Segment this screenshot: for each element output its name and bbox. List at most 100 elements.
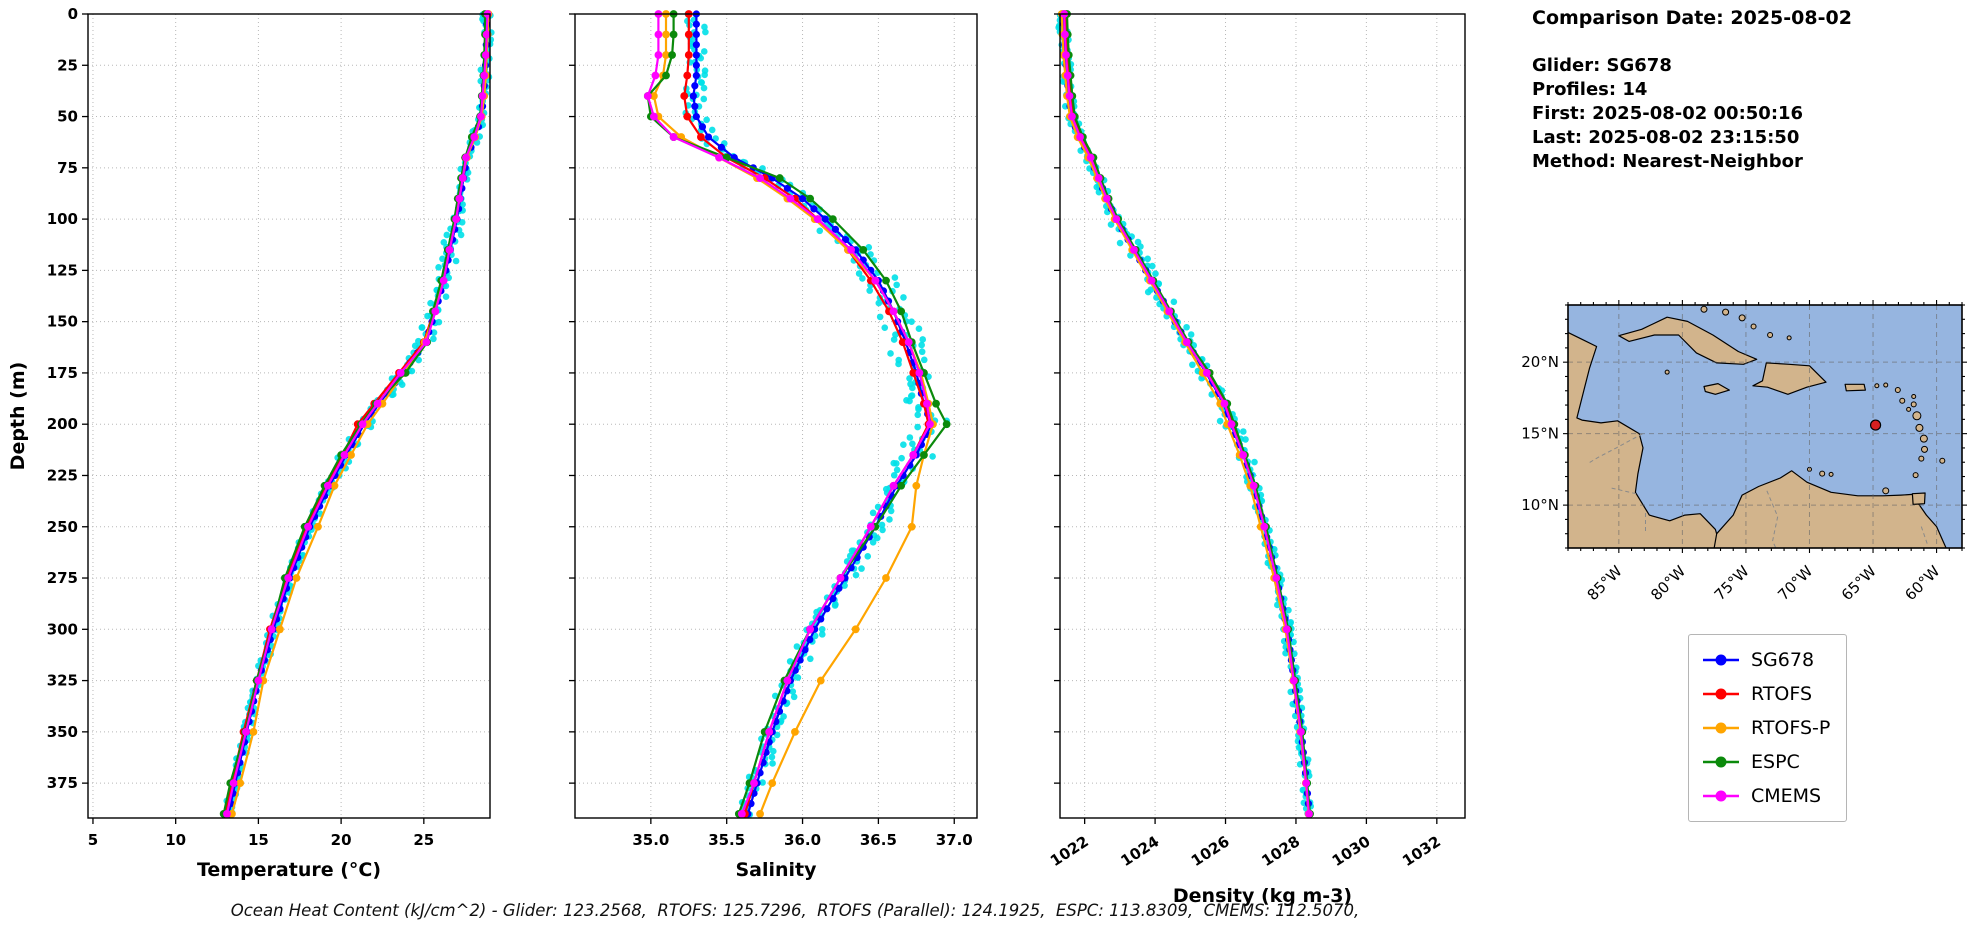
map-lon-label: 85°W [1584, 562, 1626, 604]
map-lat-label: 15°N [1521, 425, 1559, 443]
island [1750, 323, 1757, 330]
map-content [1568, 305, 1962, 548]
ytick-label: 350 [47, 723, 78, 741]
observation-scatter [682, 10, 951, 818]
series-RTOFS [1061, 10, 1314, 818]
xtick-label: 1032 [1399, 832, 1444, 870]
xtick-label: 25 [413, 831, 434, 849]
island [1874, 383, 1880, 389]
ytick-label: 0 [68, 5, 78, 23]
island [1912, 411, 1922, 421]
island [1906, 406, 1912, 412]
xtick-label: 1026 [1188, 832, 1233, 870]
legend-entry-rtofs-p: RTOFS-P [1701, 711, 1830, 745]
island [1767, 332, 1774, 339]
ytick-label: 25 [57, 56, 78, 74]
map-lon-label: 65°W [1838, 562, 1880, 604]
island [1911, 393, 1917, 399]
ytick-label: 125 [47, 261, 78, 279]
land-puerto-rico [1844, 383, 1867, 392]
island [1921, 445, 1929, 453]
series-ESPC [1063, 10, 1314, 818]
map-lon-label: 60°W [1901, 562, 1943, 604]
island [1819, 470, 1826, 477]
legend-label: RTOFS-P [1751, 717, 1831, 739]
country-border [1920, 526, 1929, 546]
xtick-label: 20 [331, 831, 352, 849]
island [1899, 397, 1906, 404]
series-RTOFS [680, 10, 933, 818]
map-inset: 20°N 15°N 10°N 85°W 80°W 75°W 70°W 65°W 60°W [1521, 300, 1967, 604]
ytick-label: 250 [47, 518, 78, 536]
map-lat-label: 20°N [1521, 353, 1559, 371]
legend-entry-sg678: SG678 [1701, 643, 1830, 677]
series-CMEMS [643, 10, 934, 818]
legend-entry-espc: ESPC [1701, 745, 1830, 779]
y-axis-label: Depth (m) [7, 362, 29, 471]
ytick-label: 325 [47, 672, 78, 690]
land-jamaica [1703, 383, 1731, 395]
island [1722, 308, 1730, 316]
land-south-america [1713, 470, 1947, 548]
legend-marker-icon [1703, 790, 1739, 802]
legend-entry-rtofs: RTOFS [1701, 677, 1830, 711]
series-SG678 [1059, 10, 1313, 818]
legend-marker-icon [1703, 688, 1739, 700]
map-lon-label: 75°W [1711, 562, 1753, 604]
x-axis-label: Temperature (°C) [197, 859, 381, 881]
xtick-label: 15 [248, 831, 269, 849]
glider-position-marker [1869, 419, 1882, 431]
map-lon-label: 80°W [1647, 562, 1689, 604]
ytick-label: 150 [47, 313, 78, 331]
series-SG678 [225, 10, 491, 818]
country-border [1611, 487, 1637, 495]
xtick-label: 1030 [1329, 832, 1374, 870]
series-RTOFS-P [228, 10, 493, 818]
density-profile-chart: 1022 1024 1026 1028 1030 1032 Density (kg m-3) [1047, 9, 1466, 907]
observation-scatter [1055, 9, 1315, 819]
ytick-label: 75 [57, 159, 78, 177]
comparison-date: Comparison Date: 2025-08-02 [1532, 7, 1852, 29]
series-CMEMS [1060, 10, 1313, 818]
grid [1060, 13, 1465, 818]
grid [88, 13, 490, 818]
xtick-label: 36.5 [860, 831, 897, 849]
island [1939, 457, 1946, 464]
legend-marker-icon [1703, 756, 1739, 768]
island [1883, 382, 1889, 388]
island [1912, 472, 1919, 479]
ytick-label: 100 [47, 210, 78, 228]
ytick-label: 50 [57, 108, 78, 126]
ocean-heat-content-caption: Ocean Heat Content (kJ/cm^2) - Glider: 1… [230, 901, 1360, 920]
xtick-label: 5 [88, 831, 98, 849]
island [1738, 314, 1746, 322]
series-RTOFS [221, 10, 493, 818]
observation-scatter [223, 11, 495, 818]
island [1915, 423, 1924, 432]
legend-entry-cmems: CMEMS [1701, 779, 1830, 813]
island [1918, 455, 1925, 462]
land-trinidad [1911, 492, 1926, 505]
legend-marker-icon [1703, 722, 1739, 734]
island [1910, 401, 1917, 408]
island [1919, 434, 1928, 443]
island [1786, 335, 1792, 341]
salinity-profile-chart: 35.0 35.5 36.0 36.5 37.0 Salinity [569, 10, 978, 881]
ytick-label: 200 [47, 415, 78, 433]
profiles-count: Profiles: 14 [1532, 79, 1648, 100]
ytick-label: 175 [47, 364, 78, 382]
xtick-label: 35.0 [632, 831, 669, 849]
series-CMEMS [223, 10, 492, 818]
island [1894, 387, 1901, 394]
axis-ticks: 35.0 35.5 36.0 36.5 37.0 [569, 13, 973, 849]
ytick-label: 275 [47, 569, 78, 587]
x-axis-label: Density (kg m-3) [1173, 885, 1352, 907]
legend-label: CMEMS [1751, 785, 1822, 807]
last-profile-time: Last: 2025-08-02 23:15:50 [1532, 127, 1800, 148]
xtick-label: 1024 [1117, 832, 1162, 870]
map-frame [1567, 304, 1963, 549]
legend-label: SG678 [1751, 649, 1815, 671]
method: Method: Nearest-Neighbor [1532, 151, 1803, 172]
